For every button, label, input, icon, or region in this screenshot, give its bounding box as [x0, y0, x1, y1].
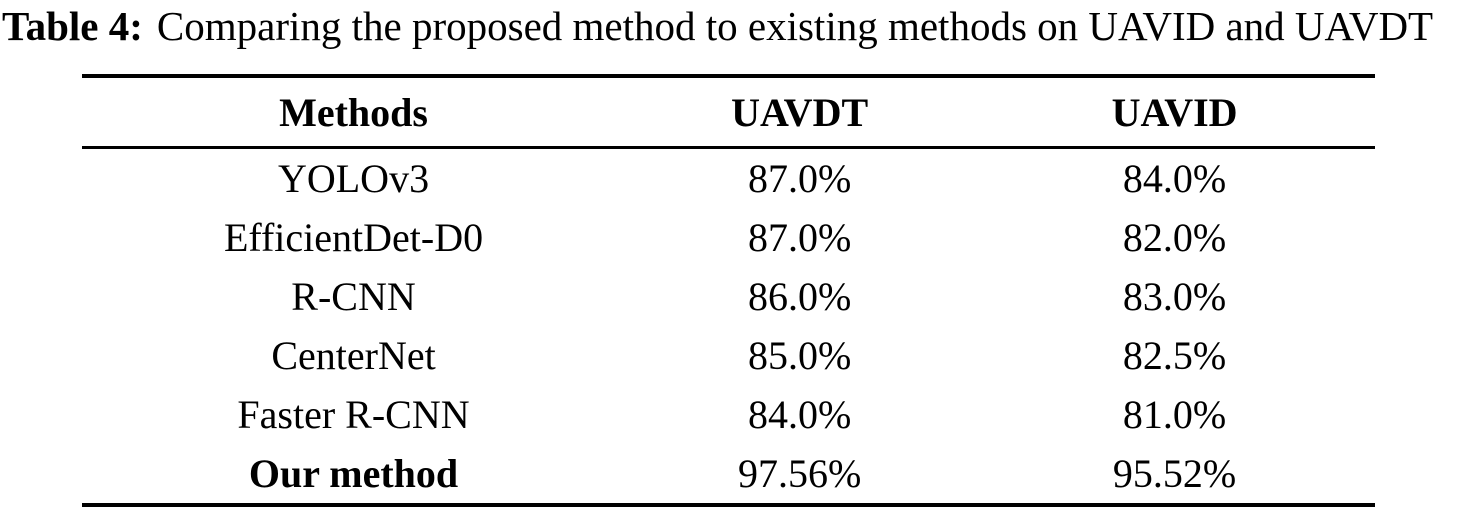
table-caption-label: Table 4:	[2, 3, 143, 49]
table-body: YOLOv3 87.0% 84.0% EfficientDet-D0 87.0%…	[82, 148, 1375, 506]
uavdt-value-cell: 97.56%	[737, 451, 862, 496]
table-caption-text: Comparing the proposed method to existin…	[156, 3, 1434, 49]
method-name-cell: Our method	[248, 451, 459, 496]
uavid-value-cell: 82.5%	[1122, 333, 1227, 378]
method-name-cell: Faster R-CNN	[237, 392, 470, 437]
table-caption: Table 4: Comparing the proposed method to…	[2, 3, 1459, 49]
uavdt-value-cell: 87.0%	[747, 215, 852, 260]
table-header: Methods UAVDT UAVID	[82, 76, 1375, 149]
method-name-cell: EfficientDet-D0	[223, 215, 484, 260]
header-uavid: UAVID	[974, 76, 1375, 149]
method-name-cell: YOLOv3	[277, 156, 430, 201]
comparison-table-wrapper: Methods UAVDT UAVID YOLOv3 87.0% 84.0% E…	[82, 74, 1375, 507]
header-row: Methods UAVDT UAVID	[82, 76, 1375, 149]
table-row: Our method 97.56% 95.52%	[82, 444, 1375, 505]
header-methods: Methods	[82, 76, 626, 149]
table-row: Faster R-CNN 84.0% 81.0%	[82, 385, 1375, 444]
table-row: R-CNN 86.0% 83.0%	[82, 267, 1375, 326]
uavdt-value-cell: 85.0%	[747, 333, 852, 378]
table-row: YOLOv3 87.0% 84.0%	[82, 148, 1375, 209]
table-row: EfficientDet-D0 87.0% 82.0%	[82, 208, 1375, 267]
uavid-value-cell: 84.0%	[1122, 156, 1227, 201]
method-name-cell: R-CNN	[291, 274, 416, 319]
uavid-value-cell: 83.0%	[1122, 274, 1227, 319]
uavdt-value-cell: 86.0%	[747, 274, 852, 319]
uavdt-value-cell: 87.0%	[747, 156, 852, 201]
uavid-value-cell: 95.52%	[1112, 451, 1237, 496]
uavid-value-cell: 82.0%	[1122, 215, 1227, 260]
uavid-value-cell: 81.0%	[1122, 392, 1227, 437]
table-row: CenterNet 85.0% 82.5%	[82, 326, 1375, 385]
header-uavdt: UAVDT	[625, 76, 975, 149]
method-name-cell: CenterNet	[271, 333, 436, 378]
uavdt-value-cell: 84.0%	[747, 392, 852, 437]
comparison-table: Methods UAVDT UAVID YOLOv3 87.0% 84.0% E…	[82, 74, 1375, 507]
